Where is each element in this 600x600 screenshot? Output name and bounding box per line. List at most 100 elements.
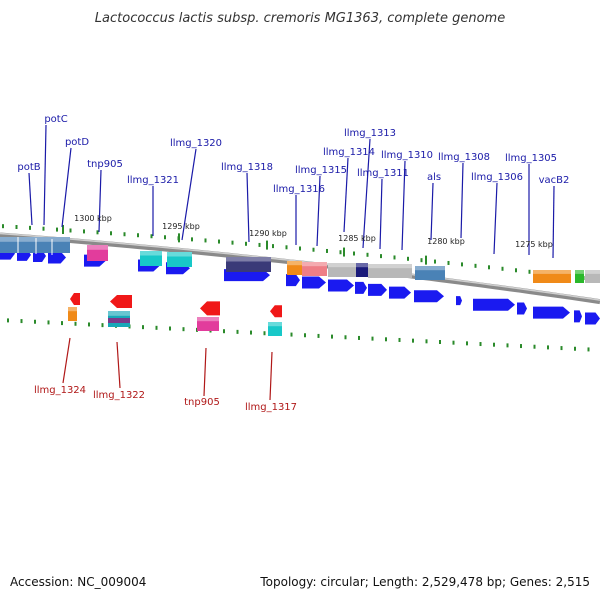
map-title: Lactococcus lactis subsp. cremoris MG136… — [95, 11, 505, 26]
gene-block-shine — [197, 317, 219, 322]
reverse-gene-label: llmg_1322 — [93, 390, 145, 401]
forward-gene-label: potD — [65, 137, 89, 148]
llmg-1311-block — [368, 264, 390, 278]
forward-arrow — [48, 251, 66, 264]
leader-line — [61, 147, 72, 228]
leader-line — [28, 172, 33, 226]
forward-arrow — [533, 306, 570, 319]
forward-arrow — [328, 279, 354, 292]
llmg-1315-block — [302, 262, 327, 276]
forward-arrow — [473, 298, 515, 311]
gene-block-shine — [226, 257, 271, 262]
gene-block-shine — [108, 311, 130, 316]
leader-line — [116, 341, 121, 389]
forward-gene-label: potC — [44, 114, 67, 125]
scale-label: 1285 kbp — [338, 234, 376, 243]
llmg-1317-block — [268, 322, 282, 336]
gene-block-shine — [68, 307, 77, 312]
leader-line — [246, 172, 250, 243]
leader-line — [62, 337, 71, 384]
llmg-1313-block — [356, 263, 368, 277]
leader-line — [343, 157, 349, 233]
llmg-1318-block — [226, 257, 271, 272]
forward-arrow — [585, 312, 600, 325]
label-leader-lines — [28, 124, 555, 401]
forward-arrow — [517, 302, 527, 315]
forward-gene-label: vacB2 — [539, 175, 570, 186]
forward-gene-label: llmg_1320 — [170, 138, 222, 149]
leader-line — [379, 178, 383, 250]
topology-text: Topology: circular; Length: 2,529,478 bp… — [260, 575, 590, 589]
leader-line — [316, 175, 321, 247]
llmg-1324-block — [68, 307, 77, 321]
scale-label: 1280 kbp — [427, 237, 465, 246]
forward-gene-label: llmg_1305 — [505, 153, 557, 164]
gene-block-shine — [87, 245, 108, 250]
leader-line — [552, 185, 555, 259]
gene-block-shine — [328, 263, 356, 268]
forward-gene-label: llmg_1308 — [438, 152, 490, 163]
forward-gene-label: tnp905 — [87, 159, 123, 170]
gene-block-shine — [533, 270, 571, 274]
reverse-arrow — [270, 305, 282, 318]
llmg-1320-block — [167, 252, 192, 267]
forward-gene-label: llmg_1310 — [381, 150, 433, 161]
leader-line — [43, 124, 47, 226]
forward-arrow — [389, 286, 411, 299]
leader-line — [493, 182, 498, 255]
gene-block-shine — [585, 270, 600, 274]
leader-line — [401, 160, 406, 251]
forward-arrow — [286, 274, 300, 287]
gene-block-grey — [585, 270, 600, 283]
tnp905-forward-block — [87, 245, 108, 261]
forward-arrow — [574, 310, 582, 323]
vacB2-block — [533, 270, 571, 283]
leader-line — [460, 162, 464, 239]
llmg-1321-block — [140, 251, 162, 266]
gene-block-shine — [167, 252, 192, 257]
gene-block-shine — [368, 264, 390, 269]
leader-line — [269, 351, 273, 401]
gene-block-green — [575, 270, 584, 283]
reverse-arrow — [70, 292, 80, 305]
gene-block-shine — [356, 263, 368, 268]
forward-gene-label: llmg_1318 — [221, 162, 273, 173]
gene-track — [0, 237, 600, 336]
forward-gene-label: potB — [17, 162, 40, 173]
forward-arrow — [456, 296, 462, 306]
reverse-arrow — [200, 301, 220, 316]
scale-label: 1295 kbp — [162, 222, 200, 231]
forward-gene-label: llmg_1316 — [273, 184, 325, 195]
reverse-arrow — [110, 294, 132, 308]
als-block — [415, 266, 445, 280]
forward-arrow — [355, 281, 367, 294]
leader-line — [362, 138, 371, 249]
forward-gene-label: llmg_1315 — [295, 165, 347, 176]
forward-gene-label: llmg_1311 — [357, 168, 409, 179]
llmg-1322-stripe — [108, 318, 130, 323]
forward-gene-label: als — [427, 172, 441, 183]
scale-label: 1275 kbp — [515, 240, 553, 249]
forward-gene-label: llmg_1314 — [323, 147, 375, 158]
reverse-gene-label: llmg_1324 — [34, 385, 86, 396]
leader-line — [430, 182, 434, 241]
forward-arrow — [224, 269, 270, 282]
gene-block-shine — [0, 237, 70, 242]
llmg-1310-block — [390, 264, 412, 278]
reverse-gene-label: llmg_1317 — [245, 402, 297, 413]
scale-label: 1290 kbp — [249, 229, 287, 238]
gene-block-shine — [415, 266, 445, 271]
tnp905-reverse-block — [197, 317, 219, 331]
forward-arrow — [368, 283, 387, 296]
gene-block-shine — [575, 270, 584, 274]
llmg-1314-block — [328, 263, 356, 277]
gene-block-shine — [287, 261, 302, 266]
forward-arrow — [302, 276, 326, 289]
forward-gene-label: llmg_1306 — [471, 172, 523, 183]
leader-line — [203, 347, 207, 397]
forward-gene-label: llmg_1313 — [344, 128, 396, 139]
llmg-1316-block — [287, 261, 302, 275]
forward-arrow — [414, 290, 444, 303]
gene-block-shine — [390, 264, 412, 269]
